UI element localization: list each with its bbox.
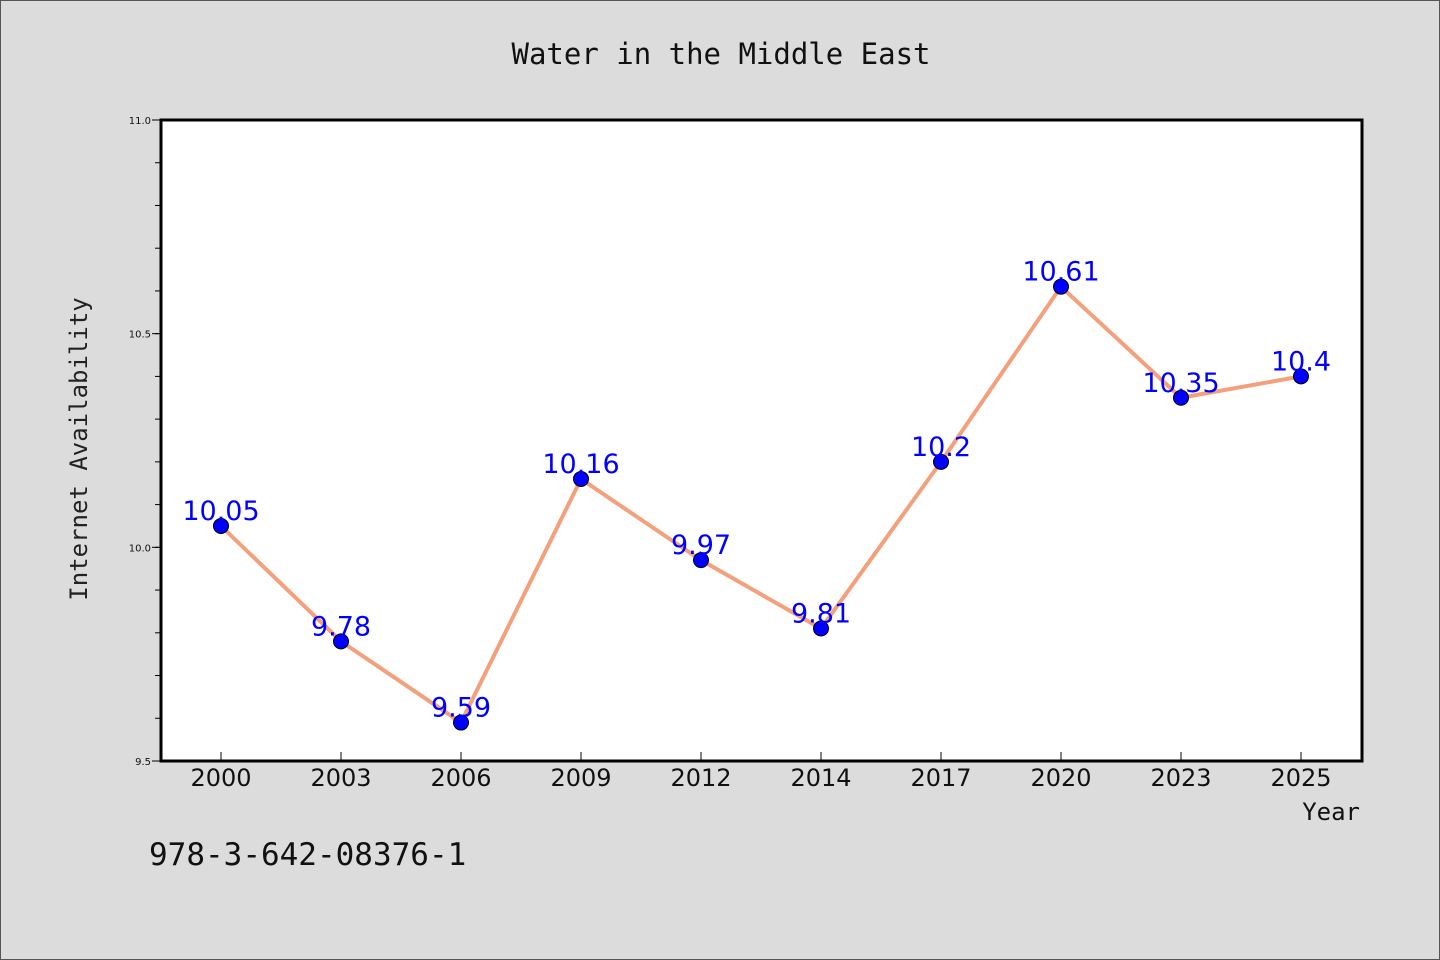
- x-tick-label: 2000: [190, 764, 251, 792]
- y-tick-label: 11.0: [129, 116, 151, 127]
- x-tick-label: 2014: [790, 764, 851, 792]
- series-line: [219, 284, 1302, 725]
- plot-area: [159, 118, 1364, 763]
- series-layer: 10.05 9.78 9.59 10.16 9.97 9.81 10.2 10.61 10.35…: [182, 257, 1331, 731]
- data-label: 10.05: [182, 496, 259, 527]
- x-tick-label: 2017: [910, 764, 971, 792]
- isbn-text: 978-3-642-08376-1: [149, 837, 466, 873]
- data-point: [453, 714, 469, 731]
- data-label: 10.2: [911, 432, 971, 463]
- x-tick-label: 2025: [1270, 764, 1331, 792]
- data-label: 10.35: [1142, 368, 1219, 399]
- data-label: 9.59: [431, 693, 491, 724]
- x-axis-label: Year: [1302, 798, 1360, 826]
- y-tick-label: 10.5: [129, 330, 151, 341]
- data-label: 10.61: [1022, 257, 1099, 288]
- x-tick-label: 2003: [310, 764, 371, 792]
- data-label: 9.97: [671, 530, 731, 561]
- data-point: [1293, 368, 1309, 385]
- x-tick-label: 2012: [670, 764, 731, 792]
- y-tick-label: 10.0: [129, 543, 151, 554]
- x-tick-label: 2009: [550, 764, 611, 792]
- data-point: [333, 633, 349, 650]
- data-label: 10.16: [542, 449, 619, 480]
- data-point: [1053, 278, 1069, 295]
- data-point: [933, 453, 949, 470]
- data-label: 9.78: [311, 611, 371, 642]
- data-point: [573, 470, 589, 487]
- x-tick-label: 2006: [430, 764, 491, 792]
- data-point: [213, 517, 229, 534]
- data-point: [1173, 389, 1189, 406]
- data-label: 9.81: [791, 599, 851, 630]
- data-label: 10.4: [1271, 346, 1331, 377]
- y-axis-label: Internet Availability: [65, 297, 93, 600]
- data-point: [693, 552, 709, 569]
- y-tick-label: 9.5: [135, 757, 151, 768]
- x-axis: 2000 2003 2006 2009 2012 2014 2017 2020 2023 2025: [190, 752, 1332, 792]
- x-tick-label: 2023: [1150, 764, 1211, 792]
- data-point: [813, 620, 829, 637]
- y-axis: 9.5 10.0 10.5 11.0: [129, 116, 161, 768]
- chart-title: Water in the Middle East: [511, 37, 930, 71]
- x-tick-label: 2020: [1030, 764, 1091, 792]
